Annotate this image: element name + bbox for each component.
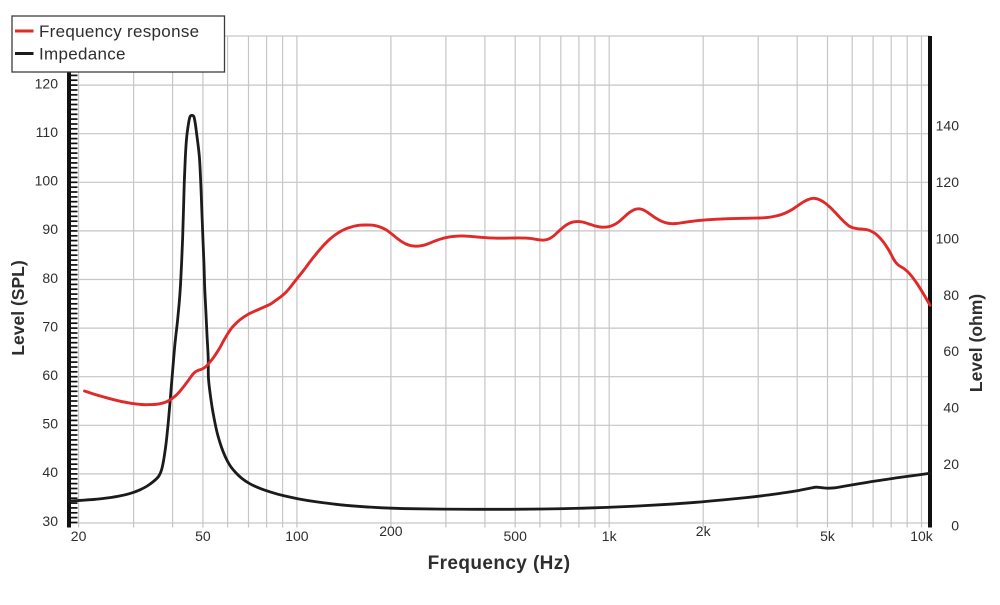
svg-text:2k: 2k <box>696 523 712 539</box>
svg-text:Impedance: Impedance <box>39 45 126 64</box>
svg-text:50: 50 <box>42 416 58 432</box>
svg-text:120: 120 <box>936 174 960 190</box>
svg-text:70: 70 <box>42 318 58 334</box>
svg-text:20: 20 <box>71 528 87 544</box>
svg-text:100: 100 <box>35 173 59 189</box>
svg-text:80: 80 <box>943 287 959 303</box>
svg-text:40: 40 <box>42 464 58 480</box>
svg-text:5k: 5k <box>820 528 836 544</box>
svg-text:110: 110 <box>36 124 59 140</box>
svg-text:200: 200 <box>379 523 403 539</box>
svg-text:100: 100 <box>285 528 309 544</box>
svg-text:10k: 10k <box>910 528 934 544</box>
svg-text:Level (ohm): Level (ohm) <box>966 294 986 392</box>
svg-text:50: 50 <box>195 528 211 544</box>
svg-text:Level (SPL): Level (SPL) <box>8 260 28 355</box>
svg-text:20: 20 <box>943 456 959 472</box>
svg-text:80: 80 <box>42 270 58 286</box>
svg-text:90: 90 <box>42 221 58 237</box>
svg-text:0: 0 <box>951 518 959 534</box>
svg-text:Frequency response: Frequency response <box>39 22 199 41</box>
svg-text:40: 40 <box>943 400 959 416</box>
svg-text:Frequency (Hz): Frequency (Hz) <box>428 553 571 574</box>
svg-text:120: 120 <box>35 75 59 91</box>
svg-text:1k: 1k <box>602 528 618 544</box>
svg-text:140: 140 <box>936 118 960 134</box>
svg-text:60: 60 <box>42 367 58 383</box>
svg-text:500: 500 <box>504 528 528 544</box>
svg-text:60: 60 <box>943 343 959 359</box>
svg-text:100: 100 <box>936 230 960 246</box>
svg-text:30: 30 <box>42 513 58 529</box>
